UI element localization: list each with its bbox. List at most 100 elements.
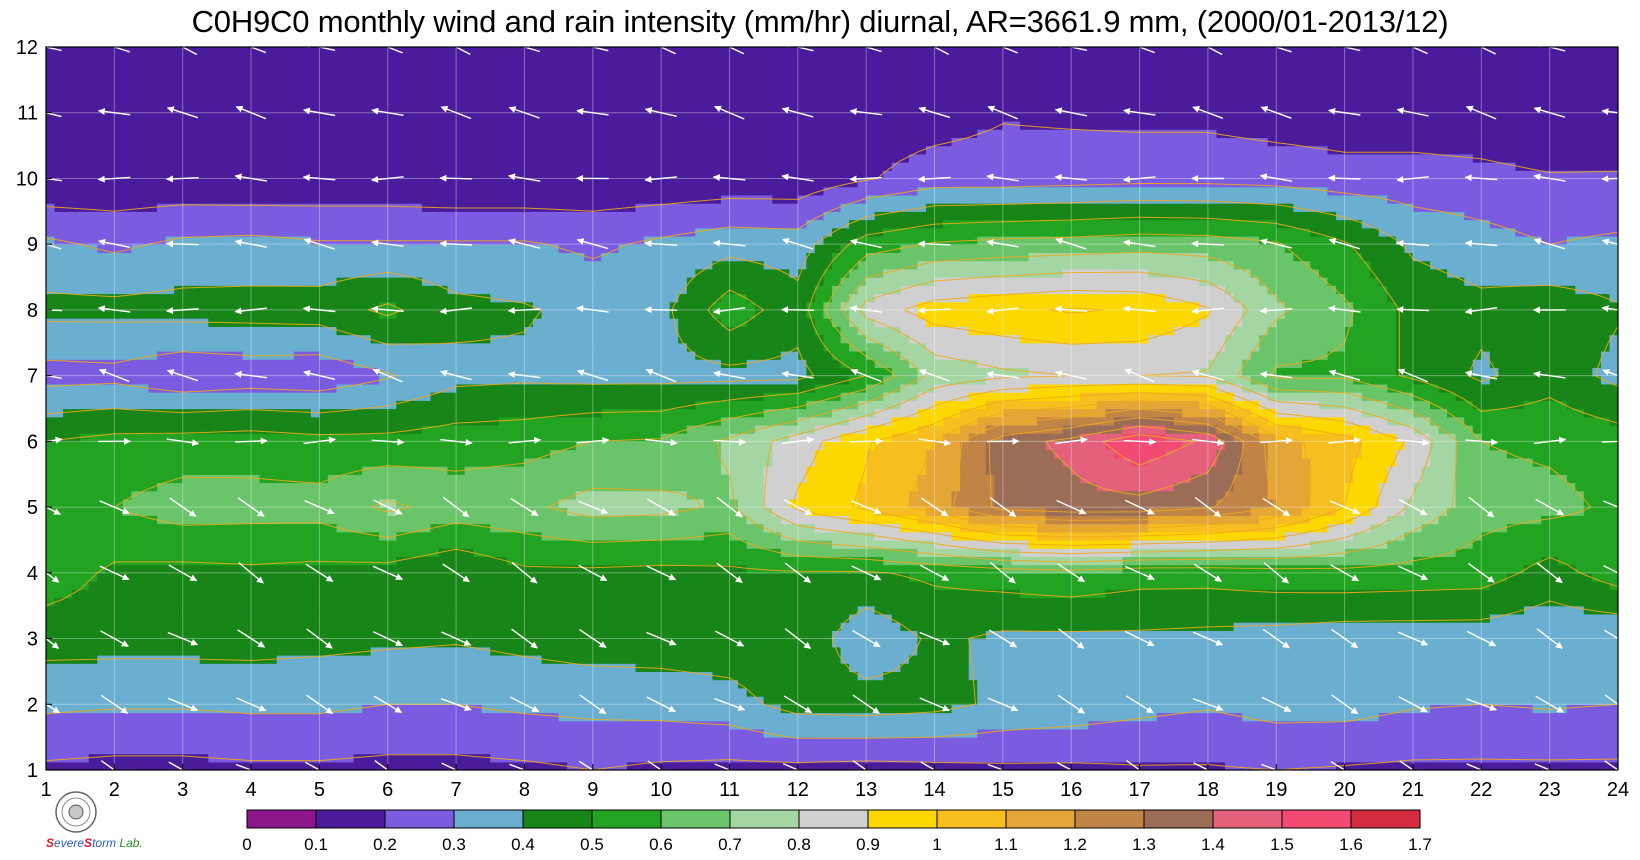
field-cell [208,564,218,574]
field-cell [678,737,688,746]
field-cell [1438,630,1448,640]
field-cell [276,622,286,631]
field-cell [71,638,81,648]
field-cell [1532,663,1542,673]
field-cell [439,646,449,656]
field-cell [439,654,449,664]
field-cell [1481,589,1491,599]
field-cell [1447,622,1457,631]
field-cell [746,704,756,714]
field-cell [866,605,876,615]
field-cell [840,564,850,574]
field-cell [951,737,961,746]
field-cell [925,597,936,607]
field-cell [302,646,312,656]
field-cell [396,745,406,755]
field-cell [609,548,620,557]
field-cell [1387,622,1397,631]
field-cell [421,712,432,722]
field-cell [789,671,799,681]
field-cell [1062,564,1072,574]
field-cell [191,696,201,705]
field-cell [738,548,748,557]
field-cell [1190,679,1200,689]
field-cell [908,589,919,599]
field-cell [498,696,508,705]
field-cell [746,663,756,673]
field-cell [1575,704,1585,714]
field-cell [1139,548,1149,557]
field-cell [327,622,338,631]
field-cell [319,646,329,656]
field-cell [319,572,329,582]
field-cell [302,638,312,648]
field-cell [71,753,81,763]
field-cell [139,556,150,566]
field-cell [1412,564,1423,574]
field-cell [1387,696,1397,705]
field-cell [746,745,756,755]
field-cell [225,564,235,574]
field-cell [925,564,936,574]
field-cell [1549,679,1559,689]
field-cell [1301,654,1312,664]
field-cell [1438,704,1448,714]
field-cell [1165,745,1175,755]
field-cell [507,605,517,615]
field-cell [857,696,867,705]
field-cell [712,564,722,574]
field-cell [1430,761,1440,770]
field-cell [1387,638,1397,648]
field-cell [122,745,133,755]
field-cell [362,663,372,673]
field-cell [1079,646,1089,656]
field-cell [1079,728,1089,738]
field-cell [943,761,953,770]
field-cell [823,638,833,648]
field-cell [1438,597,1448,607]
field-cell [1506,720,1517,730]
field-cell [1558,605,1568,615]
field-cell [1028,720,1038,730]
field-cell [1207,597,1218,607]
field-cell [251,687,261,697]
field-cell [268,753,278,763]
field-cell [703,638,713,648]
field-cell [1600,597,1611,607]
field-cell [1259,622,1269,631]
field-cell [1096,630,1106,640]
field-cell [797,622,807,631]
field-cell [968,638,978,648]
field-cell [63,539,73,549]
field-cell [1156,597,1166,607]
field-cell [994,556,1004,566]
field-cell [1113,581,1124,590]
field-cell [430,556,440,566]
field-cell [1165,696,1175,705]
field-cell [1532,605,1542,615]
field-cell [908,622,919,631]
field-cell [1558,572,1568,582]
field-cell [1113,671,1124,681]
field-cell [635,687,645,697]
field-cell [874,712,884,722]
field-cell [1096,654,1106,664]
field-cell [1105,646,1115,656]
field-cell [379,712,389,722]
field-cell [139,728,150,738]
field-cell [1558,630,1568,640]
field-cell [609,753,620,763]
field-cell [345,687,355,697]
field-cell [242,687,252,697]
field-cell [88,589,98,599]
field-cell [1062,704,1072,714]
field-cell [1464,572,1474,582]
field-cell [1318,597,1329,607]
field-cell [703,654,713,664]
field-cell [1079,654,1089,664]
field-cell [567,679,577,689]
field-cell [1524,761,1534,770]
field-cell [362,597,372,607]
field-cell [1284,671,1294,681]
field-cell [823,679,833,689]
